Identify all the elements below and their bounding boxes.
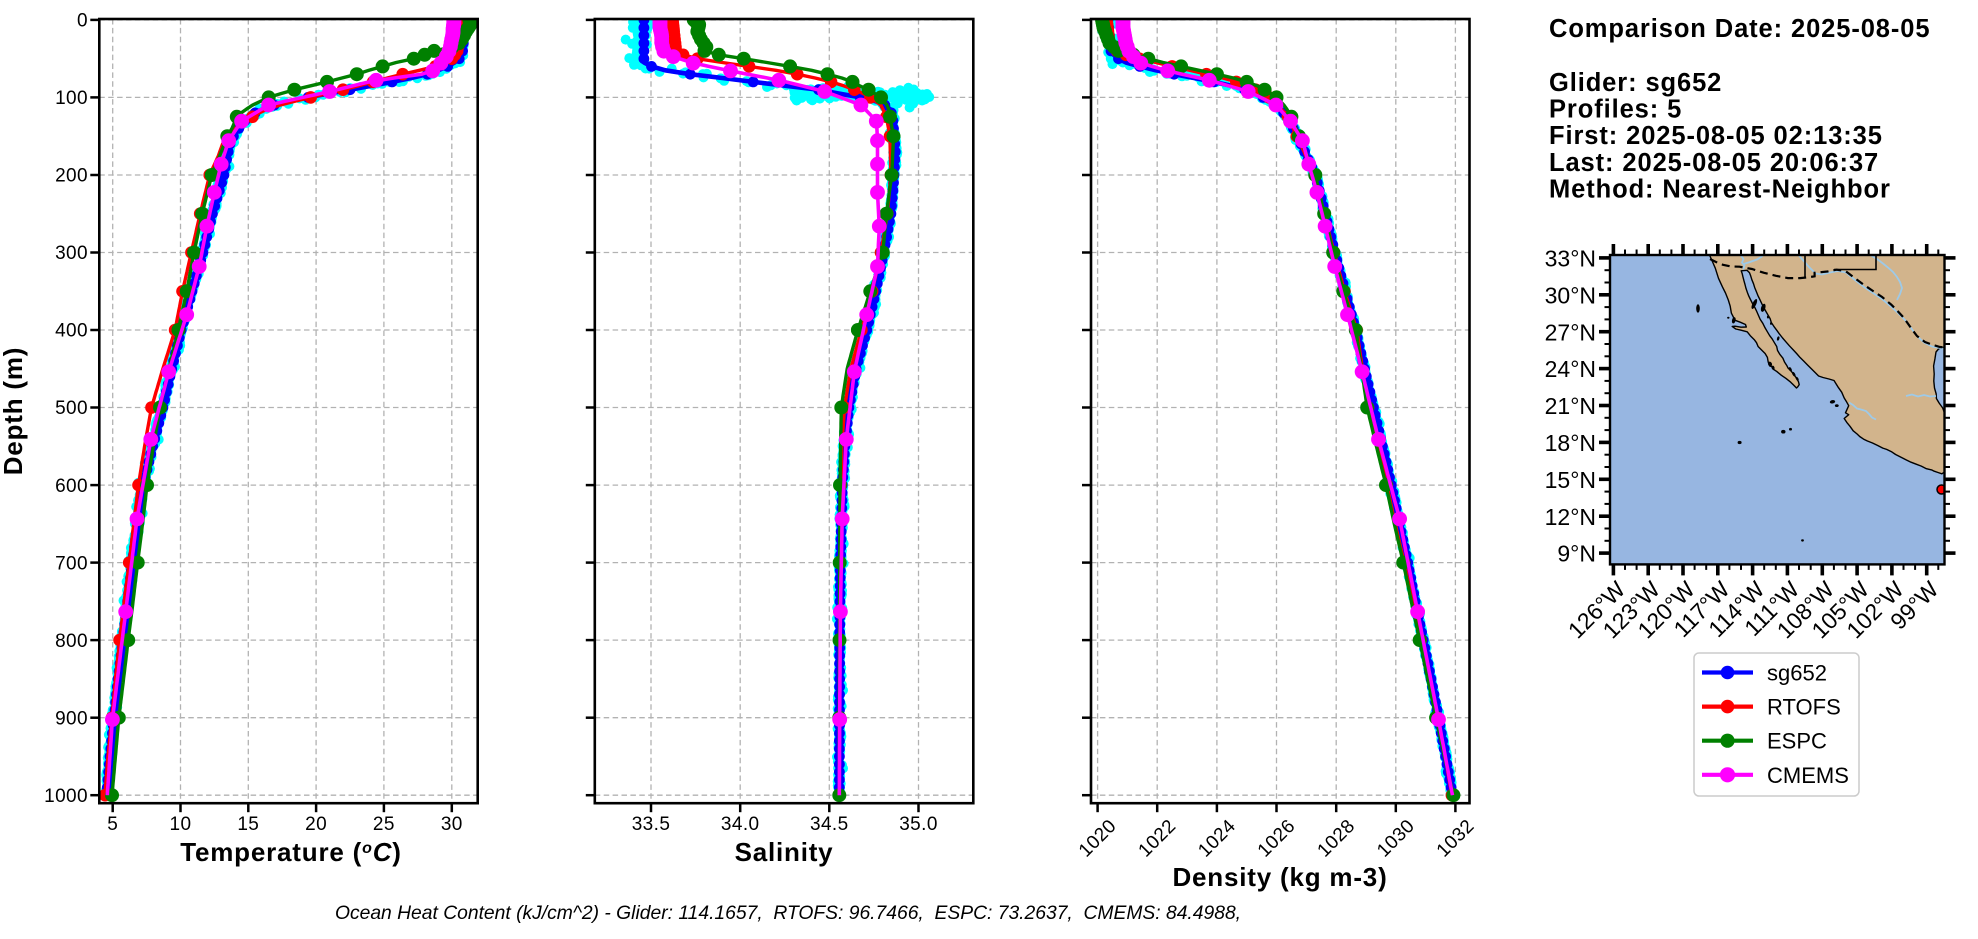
svg-text:12°N: 12°N <box>1545 504 1596 530</box>
svg-text:RTOFS: RTOFS <box>1767 695 1841 720</box>
svg-text:0: 0 <box>77 11 88 32</box>
svg-text:5: 5 <box>107 814 118 835</box>
svg-text:Density (kg m-3): Density (kg m-3) <box>1172 862 1387 892</box>
svg-text:30: 30 <box>441 814 463 835</box>
svg-text:33°N: 33°N <box>1545 246 1596 272</box>
svg-text:Ocean Heat Content (kJ/cm^2) -: Ocean Heat Content (kJ/cm^2) - Glider: 1… <box>335 903 1241 924</box>
svg-text:35.0: 35.0 <box>899 814 938 835</box>
svg-text:1000: 1000 <box>44 786 88 807</box>
svg-text:33.5: 33.5 <box>632 814 671 835</box>
svg-text:200: 200 <box>55 166 88 187</box>
svg-text:First: 2025-08-05 02:13:35: First: 2025-08-05 02:13:35 <box>1549 122 1883 150</box>
svg-text:25: 25 <box>373 814 395 835</box>
svg-text:100: 100 <box>55 88 88 109</box>
svg-text:Last: 2025-08-05 20:06:37: Last: 2025-08-05 20:06:37 <box>1549 149 1879 177</box>
svg-text:9°N: 9°N <box>1557 541 1596 567</box>
svg-text:Comparison Date: 2025-08-05: Comparison Date: 2025-08-05 <box>1549 15 1930 43</box>
svg-text:10: 10 <box>170 814 192 835</box>
svg-text:700: 700 <box>55 553 88 574</box>
svg-text:34.0: 34.0 <box>721 814 760 835</box>
svg-text:600: 600 <box>55 476 88 497</box>
svg-text:30°N: 30°N <box>1545 282 1596 308</box>
svg-text:400: 400 <box>55 321 88 342</box>
svg-text:20: 20 <box>305 814 327 835</box>
svg-text:Method: Nearest-Neighbor: Method: Nearest-Neighbor <box>1549 175 1891 203</box>
svg-text:34.5: 34.5 <box>810 814 849 835</box>
svg-text:Profiles: 5: Profiles: 5 <box>1549 96 1682 124</box>
svg-text:21°N: 21°N <box>1545 393 1596 419</box>
svg-text:24°N: 24°N <box>1545 356 1596 382</box>
svg-text:900: 900 <box>55 708 88 729</box>
svg-text:18°N: 18°N <box>1545 430 1596 456</box>
svg-text:Glider: sg652: Glider: sg652 <box>1549 69 1722 97</box>
svg-text:27°N: 27°N <box>1545 319 1596 345</box>
svg-text:15°N: 15°N <box>1545 467 1596 493</box>
svg-text:CMEMS: CMEMS <box>1767 763 1849 788</box>
svg-text:500: 500 <box>55 398 88 419</box>
svg-text:800: 800 <box>55 631 88 652</box>
svg-text:Salinity: Salinity <box>735 837 834 867</box>
svg-text:15: 15 <box>237 814 259 835</box>
svg-text:300: 300 <box>55 243 88 264</box>
svg-text:ESPC: ESPC <box>1767 729 1827 754</box>
svg-text:Depth (m): Depth (m) <box>0 347 28 476</box>
svg-text:sg652: sg652 <box>1767 661 1827 686</box>
